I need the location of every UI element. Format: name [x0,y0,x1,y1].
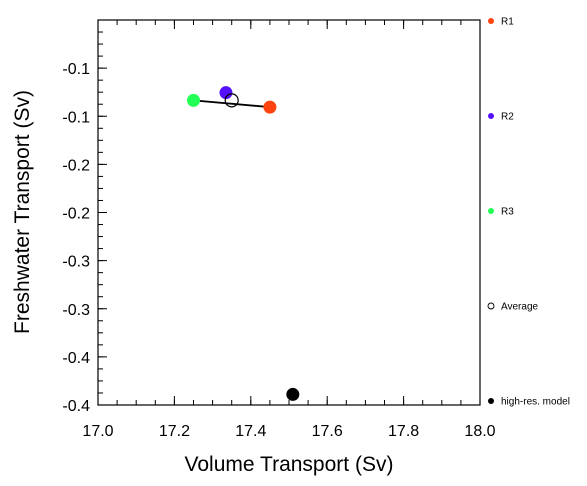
data-points [187,86,300,401]
y-tick-label: -0.3 [62,302,90,319]
point-r2 [219,86,233,100]
x-tick-label: 17.6 [312,423,343,440]
legend-label-r1: R1 [501,17,514,28]
y-tick-label: -0.2 [62,157,90,174]
legend-label-high-res-model: high-res. model [501,397,570,408]
y-tick-label: -0.1 [62,109,90,126]
legend-label-r2: R2 [501,112,514,123]
y-tick-label: -0.4 [62,350,90,367]
x-tick-label: 17.4 [235,423,266,440]
y-tick-labels: -0.1 -0.1 -0.2 -0.2 -0.3 -0.3 -0.4 -0.4 [62,61,90,415]
x-tick-label: 18.0 [464,423,495,440]
axis-ticks [97,19,481,406]
legend-marker-r1 [488,18,494,24]
series-connecting-line [193,99,270,109]
legend-label-r3: R3 [501,207,514,218]
x-tick-label: 17.0 [82,423,113,440]
plot-frame [97,19,481,406]
y-tick-label: -0.1 [62,61,90,78]
x-tick-label: 17.2 [159,423,190,440]
y-tick-label: -0.2 [62,206,90,223]
point-r1 [263,100,277,114]
y-tick-label: -0.3 [62,254,90,271]
connecting-lines [193,99,270,109]
legend-marker-r2 [488,113,494,119]
x-tick-labels: 17.0 17.2 17.4 17.6 17.8 18.0 [82,423,495,440]
legend-marker-high-res-model [488,398,494,404]
x-tick-label: 17.8 [388,423,419,440]
legend-marker-r3 [488,208,494,214]
y-axis-title: Freshwater Transport (Sv) [11,90,34,334]
point-high-res-model [286,387,300,401]
legend: R1 R2 R3 Average high-res. model [487,17,570,408]
legend-label-average: Average [501,302,539,313]
y-tick-label: -0.4 [62,398,90,415]
point-r3 [187,93,200,107]
point-average [224,93,239,108]
legend-marker-average [487,302,495,310]
x-axis-title: Volume Transport (Sv) [185,453,394,476]
